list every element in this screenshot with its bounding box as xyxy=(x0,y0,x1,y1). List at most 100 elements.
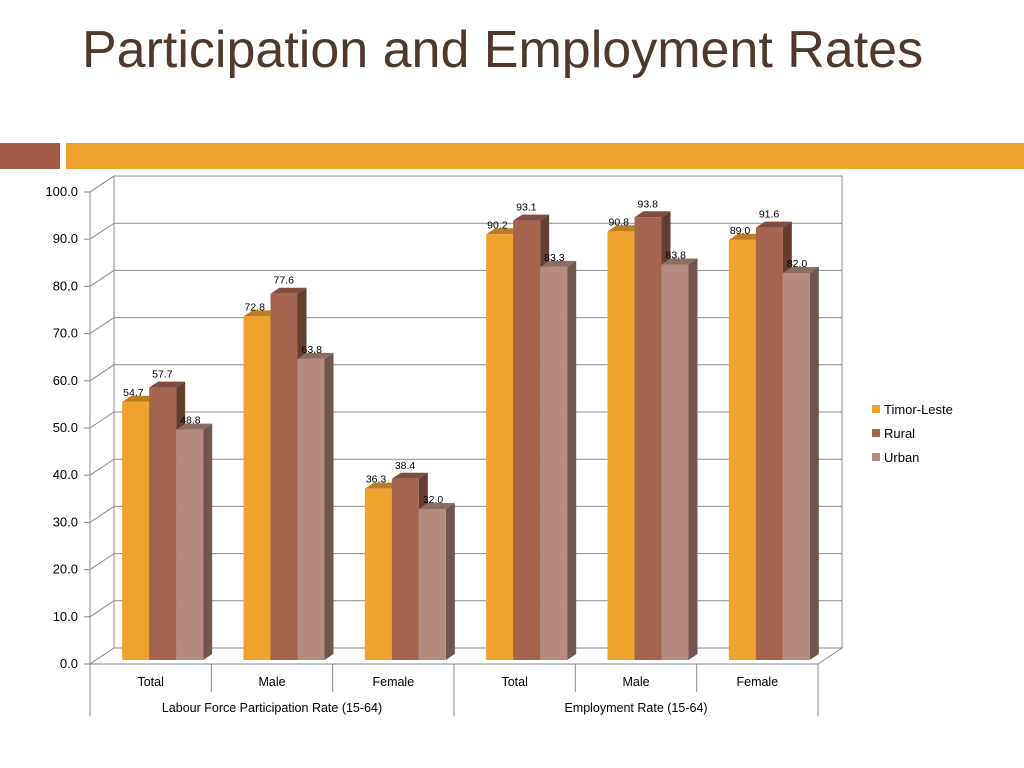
bar-top xyxy=(149,381,186,388)
data-label: 83.3 xyxy=(544,252,565,264)
x-group-label: Labour Force Participation Rate (15-64) xyxy=(162,701,382,715)
x-tick-label: Total xyxy=(137,675,163,689)
x-tick-label: Total xyxy=(501,675,527,689)
legend-label: Timor-Leste xyxy=(884,402,953,417)
bar-top xyxy=(661,258,698,265)
bar-front xyxy=(607,231,635,660)
bar-top xyxy=(782,266,819,273)
bar-front xyxy=(661,264,689,660)
bar-top xyxy=(634,211,671,218)
bar-front xyxy=(297,358,325,660)
data-label: 90.2 xyxy=(487,219,508,231)
bar-side xyxy=(567,260,577,660)
bar-front xyxy=(364,488,392,660)
gridline xyxy=(89,505,842,523)
bar-top xyxy=(297,352,334,359)
bar-top xyxy=(513,214,550,221)
data-label: 93.8 xyxy=(638,198,659,210)
y-tick-label: 60.0 xyxy=(53,373,78,388)
bar-top xyxy=(755,221,792,228)
bar-top xyxy=(540,260,577,267)
slide-title: Participation and Employment Rates xyxy=(82,21,924,79)
y-tick-label: 100.0 xyxy=(45,184,78,199)
bar xyxy=(661,258,698,660)
legend: Timor-Leste Rural Urban xyxy=(872,402,953,465)
bar-side xyxy=(445,502,455,660)
bar-front xyxy=(782,272,810,660)
y-tick-label: 20.0 xyxy=(53,562,78,577)
bar-front xyxy=(755,227,783,660)
bar xyxy=(418,502,455,660)
bar xyxy=(176,423,213,660)
data-label: 90.8 xyxy=(609,216,630,228)
y-axis-ticks: 0.0 10.0 20.0 30.0 40.0 50.0 60.0 70.0 80.0 90.0 1… xyxy=(45,184,91,671)
x-axis: Total Male Female Total Male Female Labour For… xyxy=(89,664,819,716)
bar-front xyxy=(270,293,298,660)
gridline xyxy=(89,175,842,193)
data-label: 91.6 xyxy=(759,209,780,221)
gridline xyxy=(89,364,842,382)
bar-front xyxy=(513,220,541,660)
bar-front xyxy=(391,478,419,660)
bar-side xyxy=(809,266,819,660)
x-tick-label: Male xyxy=(622,675,649,689)
data-label: 36.3 xyxy=(366,474,387,486)
bar-side xyxy=(688,258,698,660)
gridline xyxy=(89,458,842,476)
y-tick-label: 80.0 xyxy=(53,278,78,293)
gridline xyxy=(89,600,842,618)
bar xyxy=(782,266,819,660)
gridline xyxy=(89,222,842,240)
x-group-label: Employment Rate (15-64) xyxy=(564,701,707,715)
data-label: 32.0 xyxy=(423,494,444,506)
y-tick-label: 10.0 xyxy=(53,609,78,624)
y-tick-label: 70.0 xyxy=(53,326,78,341)
bar-front xyxy=(176,429,204,660)
data-label: 48.8 xyxy=(180,415,201,427)
bar-side xyxy=(324,352,334,660)
gridline xyxy=(89,269,842,287)
x-tick-label: Female xyxy=(736,675,778,689)
data-label: 82.0 xyxy=(787,258,808,270)
data-label: 89.0 xyxy=(730,225,751,237)
gridline xyxy=(89,317,842,335)
gridline xyxy=(89,553,842,571)
bar-front xyxy=(540,266,568,660)
data-label: 57.7 xyxy=(152,369,173,381)
y-tick-label: 90.0 xyxy=(53,231,78,246)
bar-front xyxy=(122,401,150,660)
data-labels: 54.7 57.7 48.8 72.8 77.6 63.8 36.3 38.4 32.0 90.2… xyxy=(123,198,807,506)
bar xyxy=(540,260,577,660)
bar-front xyxy=(243,316,271,660)
y-tick-label: 0.0 xyxy=(60,656,78,671)
legend-swatch xyxy=(872,405,880,413)
x-tick-label: Female xyxy=(372,675,414,689)
data-label: 77.6 xyxy=(274,275,295,287)
data-label: 63.8 xyxy=(302,344,323,356)
bar-front xyxy=(149,387,177,660)
bars xyxy=(122,211,819,661)
bar-top xyxy=(270,287,307,294)
data-label: 93.1 xyxy=(516,202,537,214)
data-label: 72.8 xyxy=(245,301,266,313)
data-label: 38.4 xyxy=(395,460,416,472)
y-tick-label: 30.0 xyxy=(53,514,78,529)
bar-front xyxy=(728,239,756,661)
data-label: 54.7 xyxy=(123,387,144,399)
bar-front xyxy=(418,508,446,660)
gridlines xyxy=(89,175,842,618)
y-tick-label: 40.0 xyxy=(53,467,78,482)
legend-swatch xyxy=(872,429,880,437)
bar-front xyxy=(634,217,662,660)
bar-side xyxy=(203,423,213,660)
data-label: 83.8 xyxy=(666,249,687,261)
bar-top xyxy=(391,472,428,479)
legend-label: Rural xyxy=(884,426,915,441)
y-tick-label: 50.0 xyxy=(53,420,78,435)
gridline xyxy=(89,411,842,429)
bar xyxy=(297,352,334,660)
x-tick-label: Male xyxy=(258,675,285,689)
bar-front xyxy=(486,234,514,661)
decorative-bar-left xyxy=(0,143,60,169)
